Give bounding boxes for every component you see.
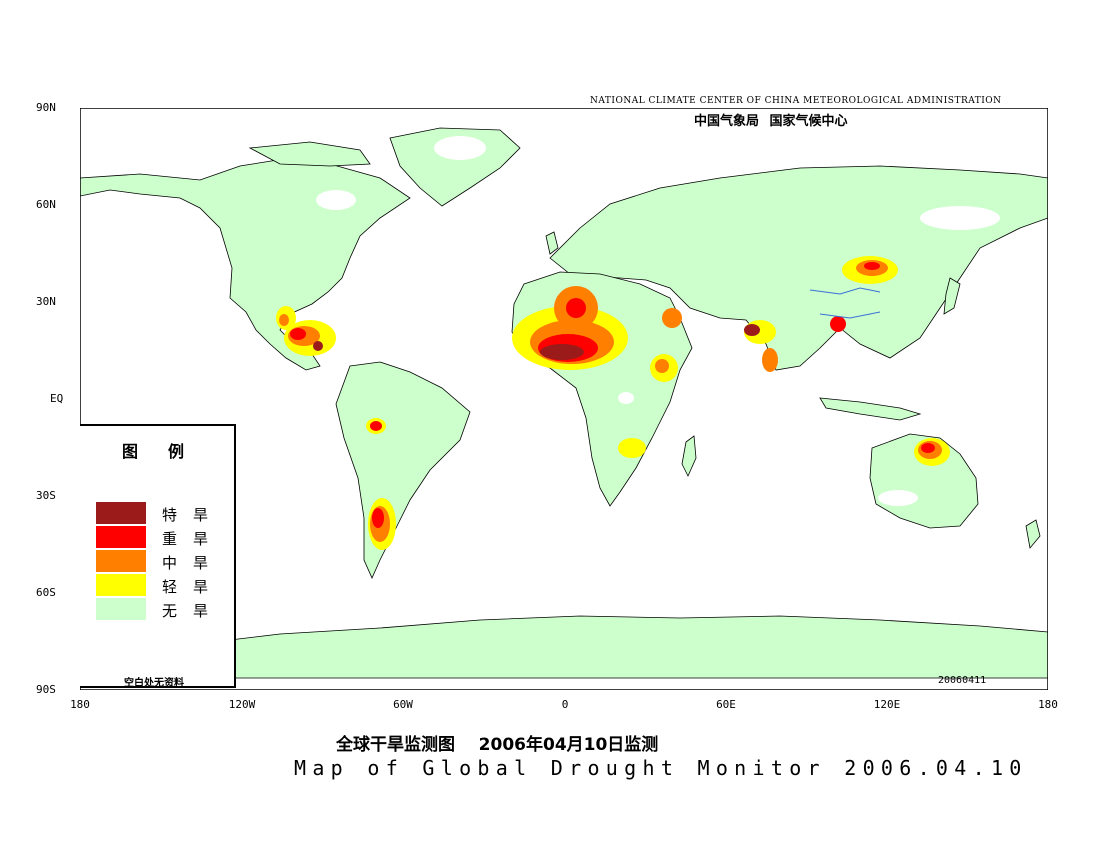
lat-label-30n: 30N: [36, 295, 56, 308]
madagascar: [681, 435, 697, 477]
legend-label: 特旱: [162, 506, 225, 524]
legend-swatch: [96, 526, 146, 548]
legend-swatch: [96, 550, 146, 572]
rivers: [809, 287, 881, 319]
legend-swatch: [96, 598, 146, 620]
lat-label-eq: EQ: [50, 392, 64, 405]
title-chinese: 全球干旱监测图 2006年04月10日监测: [336, 735, 659, 755]
legend-title: 图例: [122, 442, 215, 461]
date-stamp: 20060411: [938, 675, 987, 686]
credit-english: NATIONAL CLIMATE CENTER OF CHINA METEORO…: [590, 96, 1002, 106]
legend-label: 轻旱: [162, 578, 225, 596]
no-data-areas: [316, 136, 1000, 506]
legend-label: 重旱: [162, 530, 225, 548]
indonesia: [819, 397, 922, 421]
legend-label: 中旱: [162, 554, 225, 572]
credit-chinese: 中国气象局 国家气候中心: [694, 114, 848, 129]
antarctica: [179, 615, 1048, 679]
legend-label: 无旱: [162, 602, 225, 620]
legend-swatch: [96, 502, 146, 524]
title-english: Map of Global Drought Monitor 2006.04.10: [294, 756, 1028, 780]
legend-swatch: [96, 574, 146, 596]
british-isles: [545, 231, 559, 255]
lon-label-180w: 180: [70, 698, 90, 711]
lat-label-90s: 90S: [36, 683, 56, 696]
drought-areas: [276, 256, 950, 550]
lat-label-60n: 60N: [36, 198, 56, 211]
lon-label-60e: 60E: [716, 698, 736, 711]
legend-note: 空白处无资料: [124, 678, 184, 689]
lat-label-90n: 90N: [36, 101, 56, 114]
japan: [943, 277, 961, 315]
lon-label-120w: 120W: [228, 698, 256, 711]
lon-label-120e: 120E: [873, 698, 901, 711]
lat-label-60s: 60S: [36, 586, 56, 599]
lat-label-30s: 30S: [36, 489, 56, 502]
legend: 图例 特旱 重旱 中旱 轻旱 无旱 空白处无资料: [80, 424, 236, 689]
lon-label-60w: 60W: [393, 698, 413, 711]
new-zealand: [1025, 519, 1041, 549]
arctic-islands: [248, 141, 371, 167]
lon-label-180e: 180: [1038, 698, 1058, 711]
greenland: [389, 127, 521, 207]
drought-map: [80, 108, 1048, 690]
lon-label-0: 0: [561, 698, 569, 711]
